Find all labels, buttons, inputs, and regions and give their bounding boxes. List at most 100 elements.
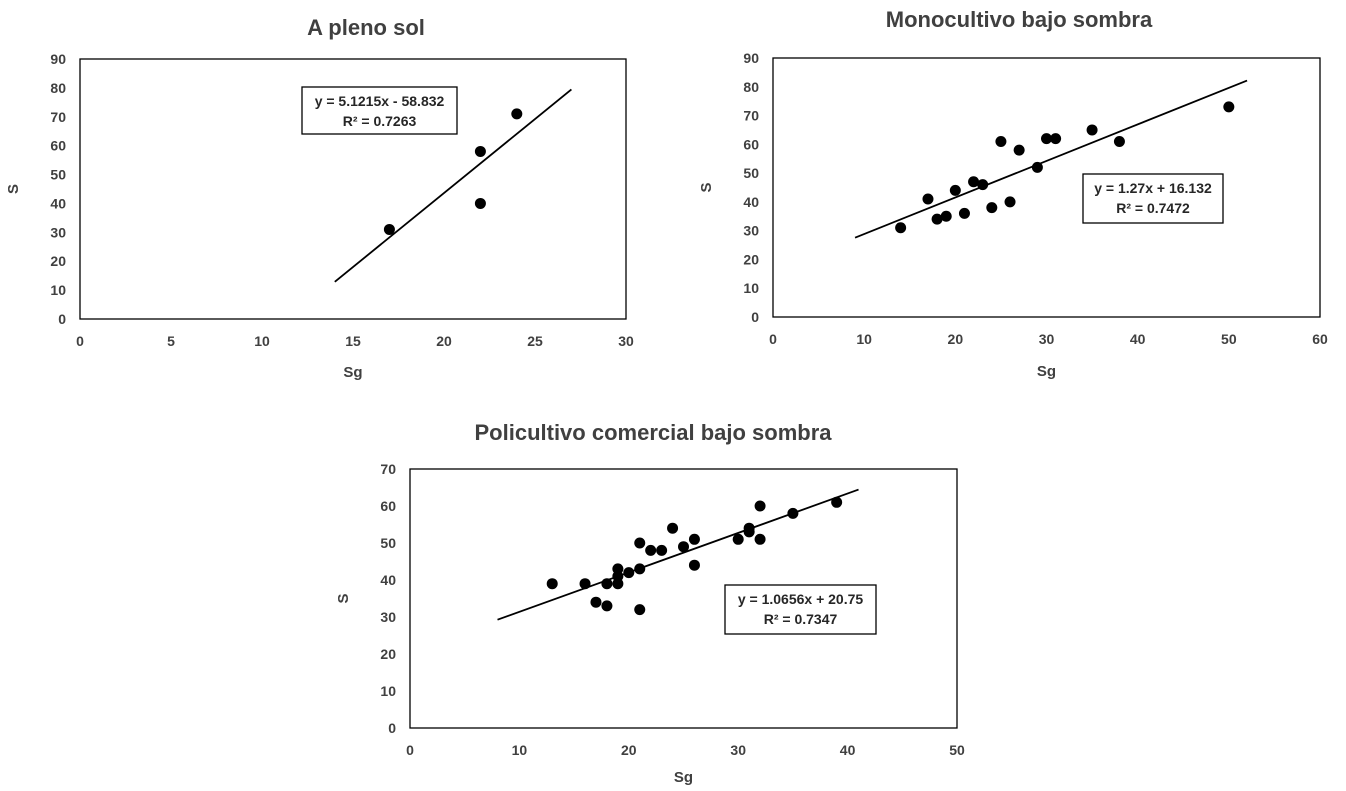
x-tick-label: 25 [527, 333, 543, 349]
data-point [977, 179, 989, 191]
data-point [656, 544, 668, 556]
y-tick-label: 20 [50, 253, 66, 269]
data-point [383, 223, 395, 235]
chart-title: Policultivo comercial bajo sombra [475, 420, 833, 445]
data-point [579, 578, 591, 590]
scatter-plot: Monocultivo bajo sombra 0 10 20 30 40 50 60 0 10 2… [698, 7, 1328, 380]
x-tick-label: 50 [949, 742, 965, 758]
x-tick-label: 40 [1130, 331, 1146, 347]
y-tick-label: 10 [743, 280, 759, 296]
data-point [1086, 124, 1098, 136]
trendline [497, 488, 859, 621]
chart-title: Monocultivo bajo sombra [886, 7, 1153, 32]
data-point [732, 533, 744, 545]
y-tick-label: 0 [751, 309, 759, 325]
data-point [688, 533, 700, 545]
trendline-equation: y = 5.1215x - 58.832 [315, 93, 445, 109]
data-point [634, 563, 646, 575]
data-point [1050, 133, 1062, 145]
data-point [634, 604, 646, 616]
data-point [688, 559, 700, 571]
y-tick-label: 50 [380, 535, 396, 551]
data-point [511, 108, 523, 120]
x-tick-label: 20 [948, 331, 964, 347]
y-tick-label: 70 [50, 109, 66, 125]
x-tick-label: 30 [1039, 331, 1055, 347]
trendline-equation: y = 1.0656x + 20.75 [738, 591, 864, 607]
y-axis-label: S [698, 182, 715, 192]
x-axis-label: Sg [1037, 363, 1056, 380]
data-point [1004, 196, 1016, 208]
r-squared-label: R² = 0.7263 [343, 113, 417, 129]
data-point [754, 533, 766, 545]
data-point [623, 567, 635, 579]
x-tick-label: 0 [406, 742, 414, 758]
equation-box [724, 584, 877, 635]
chart-policultivo: Policultivo comercial bajo sombra 0 10 20 30… [330, 408, 990, 791]
data-point [931, 213, 943, 225]
chart-monocultivo: Monocultivo bajo sombra 0 10 20 30 40 50 60 0 10 2… [690, 0, 1346, 390]
y-tick-label: 40 [380, 572, 396, 588]
y-tick-label: 50 [50, 167, 66, 183]
y-tick-label: 70 [380, 461, 396, 477]
data-point [958, 207, 970, 219]
data-point [1041, 133, 1052, 145]
y-tick-label: 10 [380, 683, 396, 699]
data-point [922, 193, 934, 205]
y-tick-label: 60 [743, 136, 759, 152]
y-tick-label: 40 [743, 194, 759, 210]
data-point [1113, 135, 1125, 147]
x-tick-label: 50 [1221, 331, 1237, 347]
data-point [831, 496, 843, 508]
x-tick-label: 30 [618, 333, 634, 349]
trendline [854, 79, 1248, 239]
y-tick-label: 80 [50, 80, 66, 96]
data-point [678, 541, 689, 553]
data-point [1013, 144, 1025, 156]
equation-box [301, 86, 458, 135]
x-tick-label: 60 [1312, 331, 1328, 347]
data-point [590, 596, 602, 608]
data-point [667, 522, 679, 534]
trendline [334, 88, 572, 283]
x-tick-label: 20 [621, 742, 637, 758]
y-tick-label: 90 [743, 50, 759, 66]
data-point [895, 222, 907, 234]
data-point [995, 135, 1007, 147]
data-point [787, 507, 799, 519]
data-point [645, 544, 657, 556]
data-point [546, 578, 558, 590]
x-tick-label: 15 [345, 333, 361, 349]
x-axis-label: Sg [674, 769, 693, 786]
data-point [940, 210, 952, 222]
plot-area [79, 58, 627, 320]
x-tick-label: 30 [730, 742, 746, 758]
plot-area [772, 57, 1321, 318]
equation-box [1082, 173, 1224, 224]
y-tick-label: 20 [743, 251, 759, 267]
data-point [612, 563, 624, 575]
r-squared-label: R² = 0.7472 [1116, 200, 1190, 216]
x-tick-label: 0 [76, 333, 84, 349]
y-axis-label: S [5, 184, 22, 194]
y-axis-label: S [335, 593, 352, 603]
data-point [743, 522, 755, 534]
data-point [601, 600, 613, 612]
y-tick-label: 30 [743, 223, 759, 239]
x-tick-label: 0 [769, 331, 777, 347]
y-tick-label: 30 [380, 609, 396, 625]
data-point [1031, 161, 1043, 173]
y-tick-label: 20 [380, 646, 396, 662]
x-tick-label: 10 [856, 331, 872, 347]
y-tick-label: 30 [50, 224, 66, 240]
data-point [986, 202, 998, 214]
data-point [601, 578, 613, 590]
y-tick-label: 90 [50, 51, 66, 67]
data-point [1223, 101, 1235, 113]
r-squared-label: R² = 0.7347 [764, 611, 838, 627]
y-tick-label: 40 [50, 195, 66, 211]
x-tick-label: 10 [254, 333, 270, 349]
plot-area [409, 468, 958, 729]
x-tick-label: 40 [840, 742, 856, 758]
y-tick-label: 60 [380, 498, 396, 514]
